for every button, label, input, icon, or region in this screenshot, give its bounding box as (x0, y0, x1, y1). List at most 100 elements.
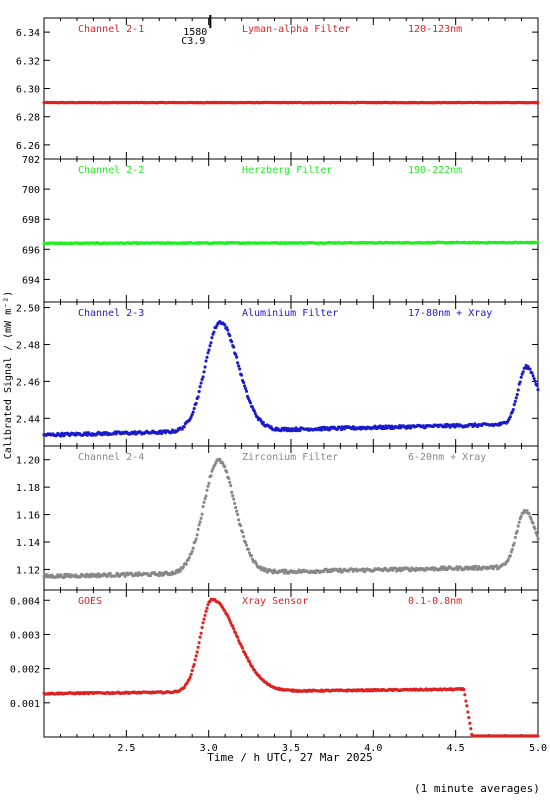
data-point (274, 426, 278, 430)
data-point (390, 566, 394, 570)
data-point (466, 710, 470, 714)
data-point (375, 426, 379, 431)
data-point (528, 367, 532, 371)
data-point (237, 364, 241, 368)
data-point (116, 572, 120, 576)
data-point (242, 650, 247, 655)
data-point (297, 568, 301, 572)
data-point (200, 512, 204, 516)
data-point (243, 652, 248, 657)
data-point (205, 355, 209, 359)
data-point (503, 562, 507, 566)
data-point (246, 547, 251, 552)
data-point (472, 567, 476, 571)
data-point (466, 567, 470, 571)
data-point (187, 556, 191, 560)
data-point (244, 389, 249, 393)
filter-label: Herzberg Filter (242, 165, 332, 176)
data-point (236, 361, 240, 365)
data-point (468, 721, 472, 725)
data-point (227, 476, 231, 480)
data-point (192, 406, 196, 411)
data-point (234, 353, 238, 357)
data-point (243, 540, 248, 544)
data-point (176, 570, 180, 574)
data-point (201, 505, 205, 509)
y-tick-label: 0.001 (10, 699, 40, 710)
data-point (339, 427, 343, 432)
data-point (518, 516, 522, 521)
data-point (469, 727, 473, 731)
data-point (188, 675, 192, 679)
data-point (359, 427, 363, 431)
data-point (380, 426, 384, 431)
data-point (237, 518, 241, 522)
data-point (324, 567, 329, 571)
data-point (329, 569, 334, 573)
data-point (512, 402, 516, 407)
data-point (228, 618, 232, 622)
data-point (181, 565, 185, 569)
y-tick-label: 698 (22, 215, 40, 226)
data-point (210, 469, 214, 473)
data-point (204, 359, 208, 363)
data-point (282, 428, 286, 432)
data-point (397, 568, 401, 572)
data-point (188, 417, 192, 421)
filter-label: Lyman-alpha Filter (242, 24, 350, 35)
data-point (252, 668, 257, 672)
data-point (472, 423, 476, 427)
data-point (89, 572, 94, 576)
data-point (413, 569, 418, 573)
data-point (225, 470, 229, 474)
data-point (113, 430, 117, 434)
flare-marker-peak-label: 1580 (183, 27, 207, 38)
data-point (397, 426, 401, 430)
data-point (146, 572, 150, 576)
data-point (104, 573, 108, 577)
data-point (536, 734, 540, 738)
data-point (228, 333, 232, 338)
data-point (204, 609, 208, 613)
data-point (456, 568, 460, 572)
data-point (517, 382, 521, 386)
data-point (261, 678, 265, 682)
data-point (197, 641, 201, 645)
data-point (123, 574, 127, 578)
data-point (533, 379, 537, 383)
data-point (160, 571, 165, 575)
data-point (390, 424, 394, 428)
data-point (223, 323, 227, 327)
data-point (105, 431, 109, 435)
band-label: 6-20nm + Xray (408, 452, 486, 463)
data-point (354, 567, 358, 571)
data-point (281, 568, 285, 573)
data-point (271, 571, 275, 575)
data-point (284, 569, 288, 573)
data-point (324, 427, 329, 431)
data-point (213, 597, 217, 602)
data-point (250, 405, 255, 409)
data-point (536, 240, 540, 244)
data-point (219, 603, 223, 607)
data-point (187, 677, 191, 681)
data-point (209, 474, 213, 478)
data-point (350, 426, 354, 431)
data-point (227, 332, 231, 336)
channel-label: Channel 2-1 (78, 24, 144, 35)
data-point (199, 381, 203, 385)
data-point (534, 530, 538, 535)
data-point (526, 365, 530, 369)
data-point (254, 562, 259, 566)
data-point (273, 428, 277, 432)
data-point (258, 565, 262, 569)
data-point (408, 426, 413, 430)
data-point (529, 517, 533, 521)
data-point (43, 573, 47, 577)
data-point (512, 541, 516, 545)
data-point (180, 427, 184, 431)
data-point (408, 569, 413, 573)
data-point (240, 378, 245, 383)
channel-label: Channel 2-4 (78, 452, 144, 463)
